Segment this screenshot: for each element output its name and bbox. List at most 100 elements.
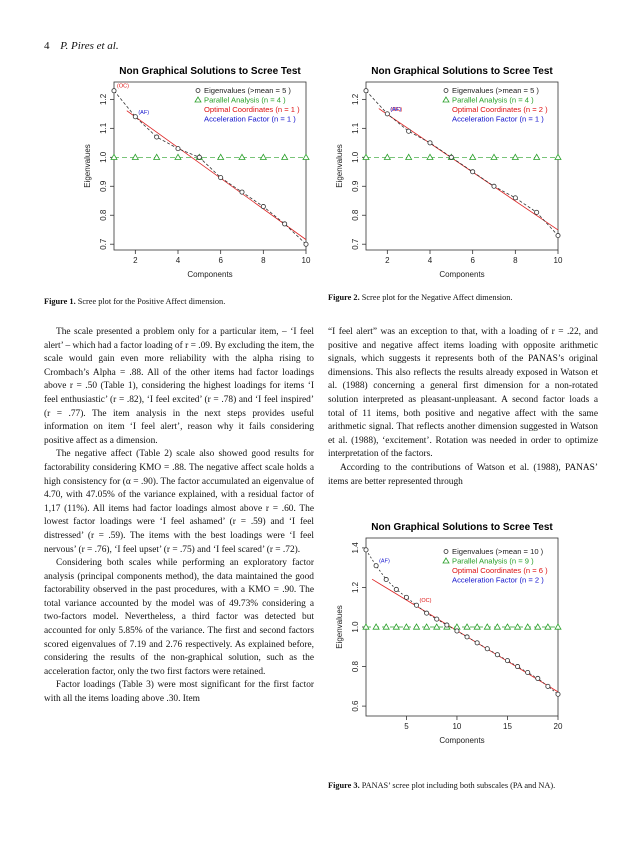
x-tick-label: 4 xyxy=(428,256,433,265)
parallel-analysis-marker xyxy=(302,153,310,160)
left-paragraph-2: The negative affect (Table 2) scale also… xyxy=(44,449,314,555)
parallel-analysis-marker xyxy=(463,623,471,630)
legend-entry: Optimal Coordinates (n = 1 ) xyxy=(204,105,300,114)
parallel-analysis-marker xyxy=(152,153,161,160)
parallel-analysis-marker xyxy=(362,153,370,160)
scree-plot-svg: Non Graphical Solutions to Scree Test 0.6… xyxy=(335,522,563,745)
legend-parallel-symbol xyxy=(442,557,450,564)
legend-entry: Parallel Analysis (n = 4 ) xyxy=(204,96,286,105)
scree-plot-svg: Non Graphical Solutions to Scree Test 0.7… xyxy=(335,66,563,279)
running-authors: P. Pires et al. xyxy=(60,40,119,52)
y-tick-label: 1.0 xyxy=(351,621,360,633)
parallel-analysis-marker xyxy=(372,623,380,630)
parallel-analysis-marker xyxy=(511,153,520,160)
parallel-analysis-marker xyxy=(402,623,411,630)
figure-2-scree-plot: Non Graphical Solutions to Scree Test 0.7… xyxy=(332,62,564,288)
chart-title: Non Graphical Solutions to Scree Test xyxy=(119,66,301,77)
eigenvalue-point xyxy=(363,547,369,553)
parallel-analysis-marker xyxy=(404,153,413,160)
parallel-analysis-marker xyxy=(483,623,491,630)
legend-entry: Optimal Coordinates (n = 2 ) xyxy=(452,105,548,114)
y-tick-label: 1.4 xyxy=(351,542,360,554)
parallel-analysis-marker xyxy=(110,153,118,160)
eigenvalue-point xyxy=(384,111,390,117)
af-annotation: (AF) xyxy=(379,559,390,565)
parallel-analysis-marker xyxy=(238,153,246,160)
legend-entry: Parallel Analysis (n = 4 ) xyxy=(452,96,534,105)
figure-1-caption: Figure 1. Scree plot for the Positive Af… xyxy=(44,296,314,308)
eigenvalue-point xyxy=(545,683,551,689)
legend-entry: Eigenvalues (>mean = 10 ) xyxy=(452,547,544,556)
parallel-analysis-marker xyxy=(174,153,182,160)
y-axis-label: Eigenvalues xyxy=(83,144,92,188)
y-tick-label: 0.9 xyxy=(99,180,108,192)
x-tick-label: 2 xyxy=(385,256,390,265)
y-tick-label: 1.1 xyxy=(99,122,108,134)
x-tick-label: 5 xyxy=(404,722,409,731)
eigenvalue-point xyxy=(535,675,541,681)
figure-2-caption: Figure 2. Scree plot for the Negative Af… xyxy=(328,292,598,304)
legend-entry: Acceleration Factor (n = 2 ) xyxy=(452,576,544,585)
x-tick-label: 2 xyxy=(133,256,138,265)
eigenvalue-point xyxy=(444,622,450,628)
left-paragraph-1: The scale presented a problem only for a… xyxy=(44,327,314,446)
legend-eigen-symbol xyxy=(195,88,201,93)
y-tick-label: 1.0 xyxy=(99,151,108,163)
x-tick-label: 20 xyxy=(554,722,563,731)
left-paragraph-3: Considering both scales while performing… xyxy=(44,558,314,677)
parallel-analysis-marker xyxy=(523,623,532,630)
left-paragraph-4: Factor loadings (Table 3) were most sign… xyxy=(44,680,314,705)
parallel-analysis-marker xyxy=(216,153,225,160)
y-tick-label: 0.6 xyxy=(351,700,360,712)
figure-1-label: Figure 1. xyxy=(44,297,76,306)
oc-regression-line xyxy=(378,108,559,231)
eigenvalue-point xyxy=(427,140,433,146)
x-tick-label: 6 xyxy=(218,256,223,265)
right-text-column: “I feel alert” was an exception to that,… xyxy=(328,326,598,489)
figure-2-label: Figure 2. xyxy=(328,293,360,302)
parallel-analysis-marker xyxy=(453,623,461,630)
parallel-analysis-marker xyxy=(412,623,421,630)
eigenvalue-point xyxy=(448,154,454,160)
x-tick-label: 10 xyxy=(554,256,563,265)
eigenvalue-point xyxy=(555,233,561,239)
parallel-analysis-marker xyxy=(532,153,541,160)
eigenvalue-point xyxy=(373,563,379,569)
eigenvalue-point xyxy=(470,169,476,175)
eigenvalue-point xyxy=(363,88,369,94)
x-tick-label: 15 xyxy=(503,722,512,731)
y-tick-label: 1.2 xyxy=(99,93,108,105)
eigenvalue-point xyxy=(111,88,117,94)
figure-3-scree-plot: Non Graphical Solutions to Scree Test 0.6… xyxy=(326,518,566,756)
eigenvalue-point xyxy=(260,204,266,210)
parallel-analysis-marker xyxy=(473,623,481,630)
chart-title: Non Graphical Solutions to Scree Test xyxy=(371,522,553,533)
eigenvalue-point xyxy=(494,652,500,658)
eigenvalue-point xyxy=(282,221,288,227)
parallel-analysis-marker xyxy=(280,153,289,160)
figure-3-caption: Figure 3. PANAS’ scree plot including bo… xyxy=(328,780,578,792)
legend-eigen-symbol xyxy=(443,88,449,93)
plot-frame xyxy=(365,81,559,251)
legend-entry: Eigenvalues (>mean = 5 ) xyxy=(452,86,539,95)
y-tick-label: 1.0 xyxy=(351,151,360,163)
running-header: 4 P. Pires et al. xyxy=(44,40,119,52)
parallel-analysis-marker xyxy=(490,153,498,160)
figure-2-text: Scree plot for the Negative Affect dimen… xyxy=(359,293,513,302)
oc-annotation: (OC) xyxy=(117,84,129,90)
eigenvalue-point xyxy=(132,114,138,120)
af-annotation: (AF) xyxy=(138,110,149,116)
parallel-analysis-marker xyxy=(422,623,431,630)
legend-entry: Acceleration Factor (n = 1 ) xyxy=(452,115,544,124)
oc-annotation: (OC) xyxy=(420,598,432,604)
figure-3-text: PANAS’ scree plot including both subscal… xyxy=(359,781,556,790)
y-tick-label: 1.2 xyxy=(351,581,360,593)
legend-parallel-symbol xyxy=(194,96,202,103)
eigenvalue-point xyxy=(464,634,470,640)
eigenvalue-point xyxy=(406,128,412,134)
oc-annotation: (OC) xyxy=(390,107,402,113)
y-axis-label: Eigenvalues xyxy=(335,144,344,188)
parallel-analysis-marker xyxy=(383,153,392,160)
parallel-analysis-marker xyxy=(503,623,512,630)
eigenvalue-point xyxy=(218,175,224,181)
